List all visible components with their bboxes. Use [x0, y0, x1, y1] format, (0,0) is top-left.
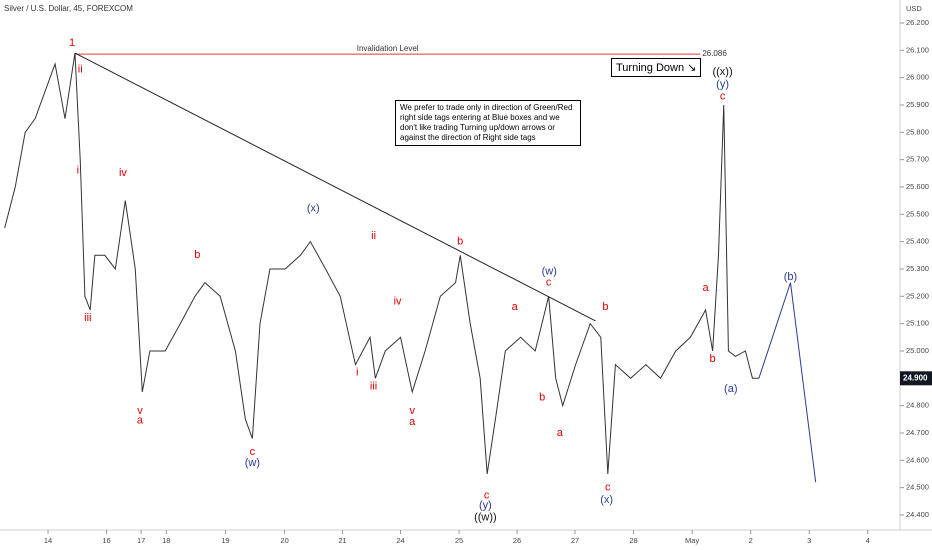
wave-label: ((x)): [712, 66, 732, 78]
y-tick-label: 24.500: [906, 483, 929, 492]
wave-label: v: [409, 405, 415, 417]
wave-label: c: [250, 446, 256, 458]
wave-label: ii: [371, 230, 376, 242]
wave-label: a: [409, 416, 416, 428]
y-tick-label: 24.400: [906, 510, 929, 519]
wave-label: iv: [119, 167, 127, 179]
last-price-box: [900, 371, 932, 386]
x-tick-label: 25: [455, 536, 463, 545]
wave-label: iii: [84, 312, 91, 324]
chart-title: Silver / U.S. Dollar, 45, FOREXCOM: [4, 4, 133, 13]
wave-label: a: [557, 427, 564, 439]
wave-label: (x): [307, 203, 320, 215]
currency: USD: [906, 4, 922, 13]
wave-label: v: [137, 405, 143, 417]
wave-label: a: [703, 282, 710, 294]
y-tick-label: 25.800: [906, 127, 929, 136]
x-tick-label: 17: [137, 536, 145, 545]
wave-label: b: [602, 301, 608, 313]
y-tick-label: 26.100: [906, 45, 929, 54]
wave-label: a: [137, 415, 144, 427]
wave-label: (w): [542, 266, 557, 278]
y-tick-label: 25.200: [906, 291, 929, 300]
wave-label: a: [512, 301, 519, 313]
wave-label: (w): [245, 457, 260, 469]
x-tick-label: 20: [280, 536, 288, 545]
price-line: [74, 52, 596, 322]
price-line: [4, 52, 759, 475]
badge: Turning Down ↘: [611, 58, 702, 77]
y-tick-label: 26.000: [906, 73, 929, 82]
x-tick-label: 24: [396, 536, 404, 545]
wave-label: (b): [784, 271, 797, 283]
wave-label: ii: [78, 63, 83, 75]
wave-label: b: [539, 391, 545, 403]
y-tick-label: 25.300: [906, 264, 929, 273]
wave-label: c: [605, 482, 611, 494]
x-tick-label: 27: [571, 536, 579, 545]
y-tick-label: 26.200: [906, 18, 929, 27]
wave-label: (y): [479, 499, 492, 511]
x-tick-label: 21: [338, 536, 346, 545]
y-tick-label: 24.600: [906, 455, 929, 464]
y-tick-label: 25.900: [906, 100, 929, 109]
wave-label: (y): [716, 78, 729, 90]
x-tick-label: 26: [513, 536, 521, 545]
y-tick-label: 25.100: [906, 319, 929, 328]
wave-label: c: [546, 277, 552, 289]
y-tick-label: 24.800: [906, 401, 929, 410]
wave-label: b: [194, 249, 200, 261]
y-tick-label: 25.500: [906, 209, 929, 218]
wave-label: ((w)): [474, 512, 497, 524]
x-tick-label: 28: [629, 536, 637, 545]
y-tick-label: 25.600: [906, 182, 929, 191]
price-line: [758, 282, 817, 483]
wave-label: 1: [69, 37, 75, 49]
wave-label: iii: [370, 380, 377, 392]
level-value: 26.086: [702, 49, 727, 58]
x-tick-label: 14: [44, 536, 52, 545]
level-label: Invalidation Level: [357, 44, 419, 53]
y-tick-label: 25.000: [906, 346, 929, 355]
x-tick-label: 2: [749, 536, 753, 545]
y-tick-label: 24.700: [906, 428, 929, 437]
wave-label: b: [457, 236, 463, 248]
wave-label: b: [710, 353, 716, 365]
y-tick-label: 25.700: [906, 155, 929, 164]
wave-label: (a): [724, 383, 737, 395]
x-tick-label: 16: [102, 536, 110, 545]
x-tick-label: 4: [866, 536, 870, 545]
wave-label: iv: [394, 296, 402, 308]
y-tick-label: 25.400: [906, 237, 929, 246]
note: We prefer to trade only in direction of …: [395, 100, 581, 146]
wave-label: i: [356, 367, 358, 379]
wave-label: (x): [600, 494, 613, 506]
x-tick-label: 19: [221, 536, 229, 545]
wave-label: i: [77, 164, 79, 176]
x-tick-label: 3: [807, 536, 811, 545]
wave-label: c: [720, 91, 726, 103]
x-tick-label: 18: [162, 536, 170, 545]
wave-label: c: [484, 490, 490, 502]
last-price-label: 24.900: [903, 373, 928, 382]
x-tick-label: May: [685, 536, 699, 545]
